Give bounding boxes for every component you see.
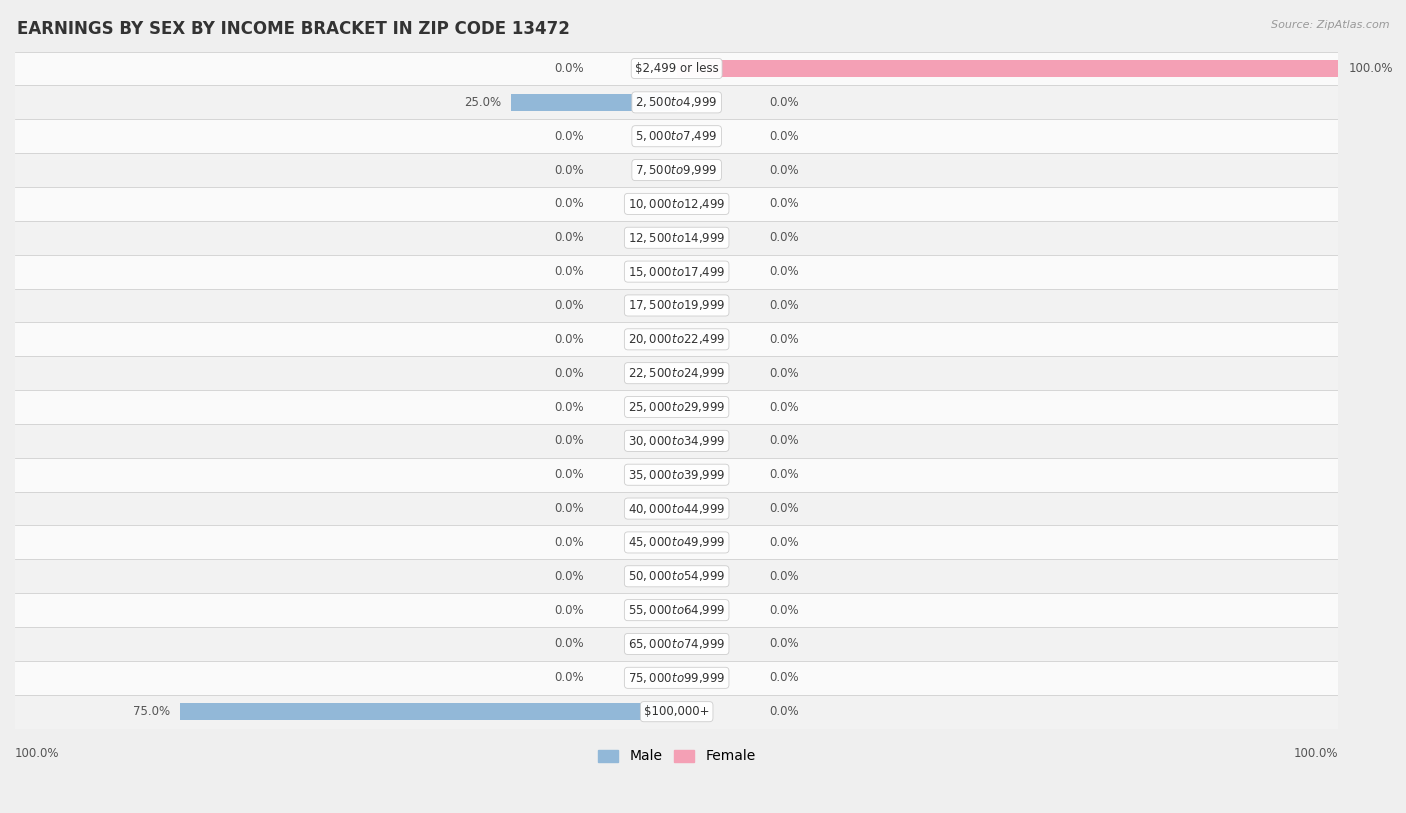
Text: 0.0%: 0.0% xyxy=(554,672,583,685)
Bar xyxy=(15,153,1339,187)
Text: 0.0%: 0.0% xyxy=(554,570,583,583)
Text: 0.0%: 0.0% xyxy=(769,603,799,616)
Text: 75.0%: 75.0% xyxy=(134,705,170,718)
Text: $22,500 to $24,999: $22,500 to $24,999 xyxy=(628,366,725,380)
Bar xyxy=(180,703,676,720)
Text: $15,000 to $17,499: $15,000 to $17,499 xyxy=(628,264,725,279)
Text: $2,500 to $4,999: $2,500 to $4,999 xyxy=(636,95,718,110)
Text: 0.0%: 0.0% xyxy=(554,333,583,346)
Bar xyxy=(15,187,1339,221)
Bar xyxy=(15,356,1339,390)
Text: 0.0%: 0.0% xyxy=(769,672,799,685)
Text: 0.0%: 0.0% xyxy=(554,637,583,650)
Text: 0.0%: 0.0% xyxy=(769,163,799,176)
Bar xyxy=(15,120,1339,153)
Text: 0.0%: 0.0% xyxy=(769,96,799,109)
Text: 0.0%: 0.0% xyxy=(769,130,799,143)
Legend: Male, Female: Male, Female xyxy=(592,744,761,769)
Bar xyxy=(15,695,1339,728)
Text: $2,499 or less: $2,499 or less xyxy=(634,62,718,75)
Bar xyxy=(15,51,1339,85)
Bar xyxy=(15,390,1339,424)
Bar xyxy=(15,424,1339,458)
Text: 0.0%: 0.0% xyxy=(769,265,799,278)
Bar xyxy=(15,627,1339,661)
Text: $100,000+: $100,000+ xyxy=(644,705,710,718)
Text: 0.0%: 0.0% xyxy=(769,637,799,650)
Text: $40,000 to $44,999: $40,000 to $44,999 xyxy=(628,502,725,515)
Text: 0.0%: 0.0% xyxy=(769,401,799,414)
Text: 25.0%: 25.0% xyxy=(464,96,502,109)
Text: $5,000 to $7,499: $5,000 to $7,499 xyxy=(636,129,718,143)
Text: $20,000 to $22,499: $20,000 to $22,499 xyxy=(628,333,725,346)
Bar xyxy=(15,661,1339,695)
Text: 0.0%: 0.0% xyxy=(769,536,799,549)
Text: 100.0%: 100.0% xyxy=(1294,747,1339,760)
Text: 0.0%: 0.0% xyxy=(769,333,799,346)
Bar xyxy=(15,593,1339,627)
Text: 0.0%: 0.0% xyxy=(769,198,799,211)
Bar xyxy=(15,458,1339,492)
Text: 0.0%: 0.0% xyxy=(554,401,583,414)
Text: 0.0%: 0.0% xyxy=(554,231,583,244)
Bar xyxy=(15,525,1339,559)
Text: $45,000 to $49,999: $45,000 to $49,999 xyxy=(628,536,725,550)
Text: $10,000 to $12,499: $10,000 to $12,499 xyxy=(628,197,725,211)
Text: $75,000 to $99,999: $75,000 to $99,999 xyxy=(628,671,725,685)
Text: 0.0%: 0.0% xyxy=(554,198,583,211)
Text: 0.0%: 0.0% xyxy=(554,468,583,481)
Text: $55,000 to $64,999: $55,000 to $64,999 xyxy=(628,603,725,617)
Text: 0.0%: 0.0% xyxy=(769,502,799,515)
Bar xyxy=(15,289,1339,323)
Text: $50,000 to $54,999: $50,000 to $54,999 xyxy=(628,569,725,583)
Text: 0.0%: 0.0% xyxy=(554,603,583,616)
Text: 0.0%: 0.0% xyxy=(769,299,799,312)
Bar xyxy=(15,221,1339,254)
Text: 0.0%: 0.0% xyxy=(769,367,799,380)
Text: 0.0%: 0.0% xyxy=(554,536,583,549)
Bar xyxy=(15,254,1339,289)
Text: 0.0%: 0.0% xyxy=(769,468,799,481)
Bar xyxy=(15,85,1339,120)
Text: 0.0%: 0.0% xyxy=(769,434,799,447)
Bar xyxy=(512,93,676,111)
Text: 0.0%: 0.0% xyxy=(769,570,799,583)
Text: 0.0%: 0.0% xyxy=(554,502,583,515)
Bar xyxy=(15,492,1339,525)
Text: $25,000 to $29,999: $25,000 to $29,999 xyxy=(628,400,725,414)
Text: $35,000 to $39,999: $35,000 to $39,999 xyxy=(628,467,725,482)
Text: 0.0%: 0.0% xyxy=(554,367,583,380)
Text: 0.0%: 0.0% xyxy=(554,130,583,143)
Text: $7,500 to $9,999: $7,500 to $9,999 xyxy=(636,163,718,177)
Text: 0.0%: 0.0% xyxy=(554,265,583,278)
Text: 100.0%: 100.0% xyxy=(1348,62,1393,75)
Text: $30,000 to $34,999: $30,000 to $34,999 xyxy=(628,434,725,448)
Text: $65,000 to $74,999: $65,000 to $74,999 xyxy=(628,637,725,651)
Text: $17,500 to $19,999: $17,500 to $19,999 xyxy=(628,298,725,312)
Bar xyxy=(15,559,1339,593)
Text: Source: ZipAtlas.com: Source: ZipAtlas.com xyxy=(1271,20,1389,30)
Text: EARNINGS BY SEX BY INCOME BRACKET IN ZIP CODE 13472: EARNINGS BY SEX BY INCOME BRACKET IN ZIP… xyxy=(17,20,569,38)
Text: 100.0%: 100.0% xyxy=(15,747,59,760)
Text: 0.0%: 0.0% xyxy=(554,434,583,447)
Text: 0.0%: 0.0% xyxy=(769,231,799,244)
Text: 0.0%: 0.0% xyxy=(554,62,583,75)
Text: 0.0%: 0.0% xyxy=(554,299,583,312)
Text: 0.0%: 0.0% xyxy=(769,705,799,718)
Bar xyxy=(15,323,1339,356)
Text: 0.0%: 0.0% xyxy=(554,163,583,176)
Bar xyxy=(676,59,1339,77)
Text: $12,500 to $14,999: $12,500 to $14,999 xyxy=(628,231,725,245)
